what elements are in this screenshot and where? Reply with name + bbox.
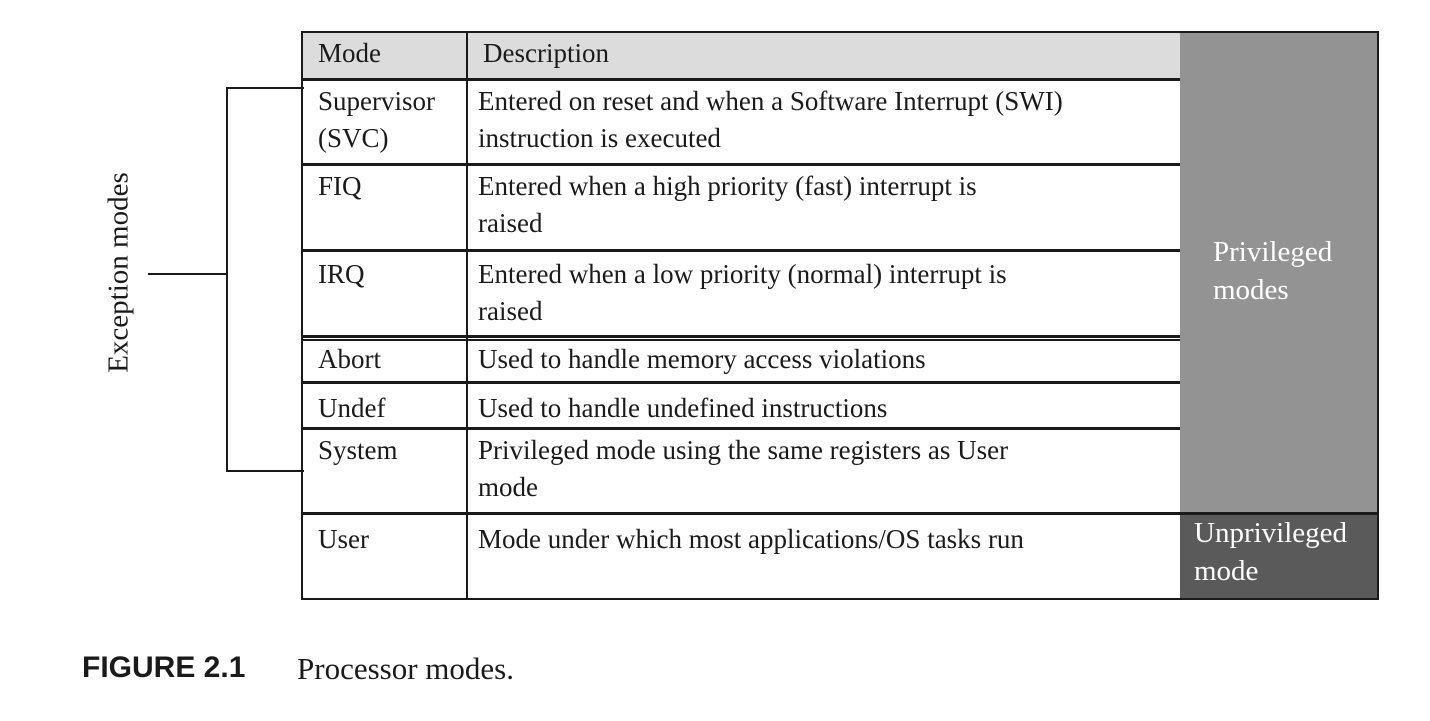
row-irq-mode: IRQ [303,254,468,336]
column-divider [466,31,468,600]
row-irq-description: Entered when a low priority (normal) int… [468,254,1180,336]
description-line: Used to handle undefined instructions [478,393,888,423]
unprivileged-mode-cell: Unprivileged mode [1180,514,1378,599]
row-abort-description: Used to handle memory access violations [468,339,1180,381]
mode-line: (SVC) [318,123,389,153]
figure-number: FIGURE 2.1 [82,651,246,684]
description-line: Mode under which most applications/OS ta… [478,524,1024,554]
bracket-spine [226,87,228,472]
description-line: Entered when a high priority (fast) inte… [478,171,977,201]
mode-line: Abort [318,344,381,374]
mode-line: IRQ [318,259,365,289]
row-fiq-mode: FIQ [303,166,468,249]
privileged-label-line: modes [1213,274,1289,306]
mode-line: FIQ [318,171,362,201]
header-mode-text: Mode [318,38,381,68]
description-line: Privileged mode using the same registers… [478,435,1009,465]
row-user-mode: User [303,519,468,599]
row-system-mode: System [303,430,468,512]
row-undef-mode: Undef [303,388,468,428]
row-abort-mode: Abort [303,339,468,381]
privileged-label-line: Privileged [1213,236,1333,268]
privileged-modes-cell: Privileged modes [1180,33,1378,514]
bracket-stem [148,273,228,275]
mode-line: Supervisor [318,86,435,116]
description-line: instruction is executed [478,123,721,153]
table-border-bottom [301,598,1379,600]
mode-line: User [318,524,369,554]
table-border-left [301,31,303,600]
description-line: Used to handle memory access violations [478,344,926,374]
row-divider [301,335,1180,338]
row-supervisor-description: Entered on reset and when a Software Int… [468,81,1180,163]
row-fiq-description: Entered when a high priority (fast) inte… [468,166,1180,249]
header-mode: Mode [303,33,468,78]
row-divider [301,163,1180,166]
description-line: raised [478,208,543,238]
table-border-right [1377,31,1379,600]
description-line: raised [478,296,543,326]
row-undef-description: Used to handle undefined instructions [468,388,1180,428]
row-divider [301,427,1180,430]
row-divider [301,249,1180,252]
bracket-top-arm [226,87,304,89]
description-line: Entered when a low priority (normal) int… [478,259,1007,289]
bracket-bottom-arm [226,470,304,472]
row-user-description: Mode under which most applications/OS ta… [468,519,1180,599]
row-divider [301,339,1180,341]
unprivileged-label-line: Unprivileged [1194,517,1348,549]
header-description-text: Description [483,38,609,68]
row-divider [301,512,1379,515]
description-line: Entered on reset and when a Software Int… [478,86,1063,116]
row-system-description: Privileged mode using the same registers… [468,430,1180,512]
figure-caption: Processor modes. [297,651,514,686]
header-description: Description [468,33,1180,78]
row-divider [301,381,1180,384]
description-line: mode [478,472,538,502]
row-divider [301,78,1180,81]
mode-line: System [318,435,398,465]
table-border-top [301,31,1379,33]
row-supervisor-mode: Supervisor (SVC) [303,81,468,163]
mode-line: Undef [318,393,386,423]
unprivileged-label-line: mode [1194,555,1259,587]
